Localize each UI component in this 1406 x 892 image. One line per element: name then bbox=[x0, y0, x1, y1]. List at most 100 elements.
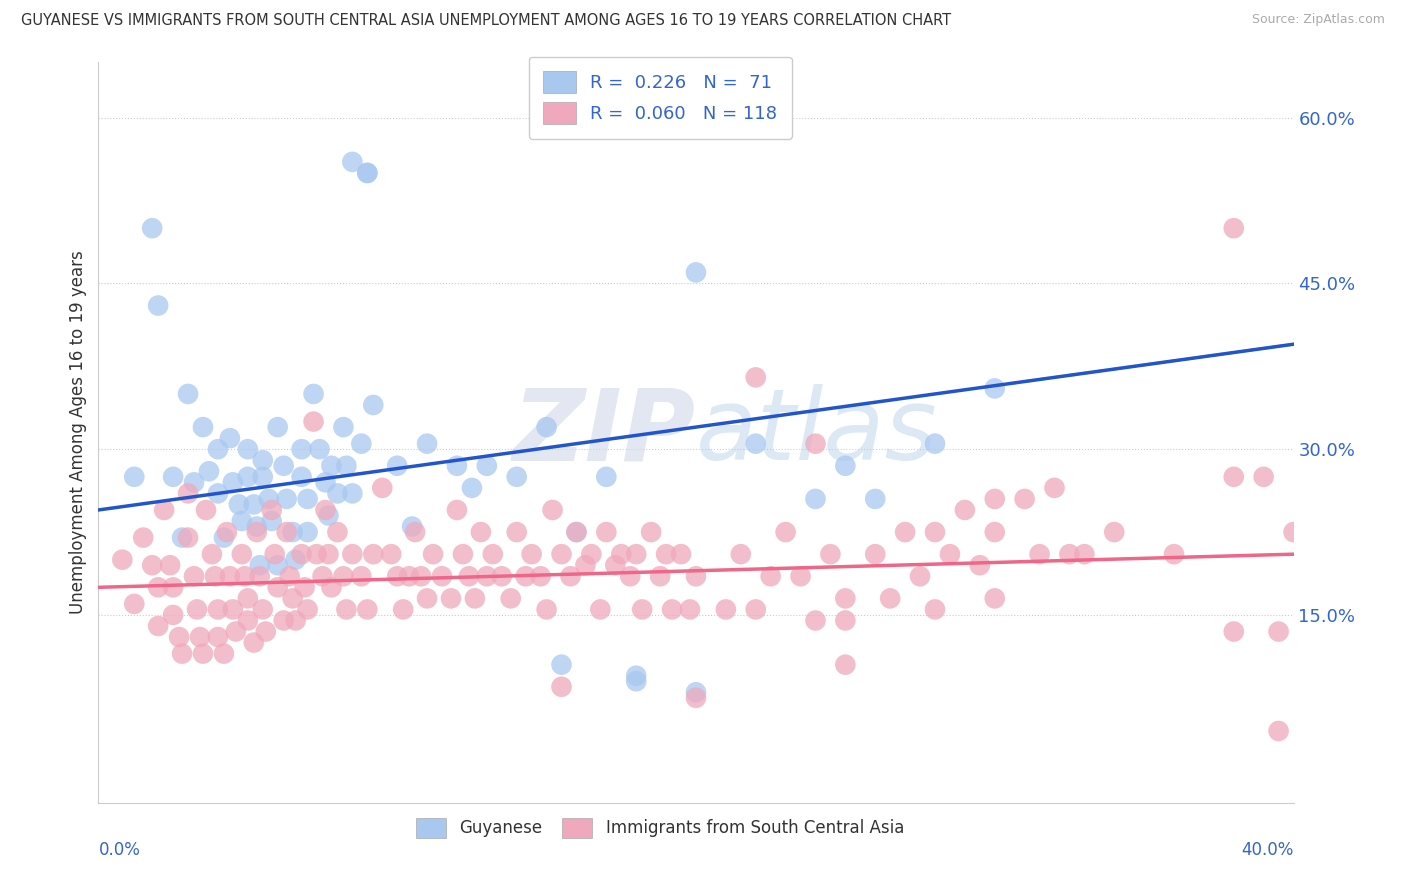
Point bbox=[371, 481, 394, 495]
Point bbox=[198, 464, 221, 478]
Point bbox=[536, 420, 558, 434]
Point bbox=[804, 436, 827, 450]
Point bbox=[215, 524, 238, 539]
Point bbox=[204, 569, 226, 583]
Point bbox=[685, 685, 707, 699]
Point bbox=[924, 602, 946, 616]
Point bbox=[953, 503, 976, 517]
Point bbox=[385, 458, 409, 473]
Point bbox=[404, 524, 426, 539]
Point bbox=[619, 569, 641, 583]
Point bbox=[924, 436, 946, 450]
Point bbox=[610, 547, 633, 561]
Point bbox=[243, 635, 266, 649]
Point bbox=[236, 442, 259, 457]
Point bbox=[506, 470, 529, 484]
Point bbox=[605, 558, 627, 573]
Point bbox=[162, 580, 184, 594]
Point bbox=[679, 602, 702, 616]
Point bbox=[188, 630, 211, 644]
Point bbox=[969, 558, 991, 573]
Point bbox=[315, 475, 337, 490]
Point bbox=[148, 580, 170, 594]
Point bbox=[284, 552, 307, 566]
Point bbox=[249, 569, 271, 583]
Point bbox=[276, 491, 298, 506]
Point bbox=[318, 508, 340, 523]
Point bbox=[263, 547, 285, 561]
Point bbox=[284, 614, 307, 628]
Point bbox=[775, 524, 797, 539]
Point bbox=[536, 602, 558, 616]
Point bbox=[1028, 547, 1050, 561]
Point bbox=[595, 524, 617, 539]
Point bbox=[470, 524, 492, 539]
Point bbox=[195, 503, 218, 517]
Point bbox=[291, 442, 314, 457]
Point bbox=[356, 166, 378, 180]
Point bbox=[834, 657, 856, 672]
Point bbox=[177, 531, 200, 545]
Point bbox=[1223, 470, 1246, 484]
Point bbox=[281, 591, 304, 606]
Point bbox=[219, 431, 242, 445]
Point bbox=[291, 547, 314, 561]
Point bbox=[335, 602, 357, 616]
Point bbox=[939, 547, 962, 561]
Point bbox=[228, 498, 250, 512]
Point bbox=[491, 569, 513, 583]
Text: ZIP: ZIP bbox=[513, 384, 696, 481]
Point bbox=[380, 547, 402, 561]
Point bbox=[385, 569, 409, 583]
Point bbox=[1043, 481, 1066, 495]
Point bbox=[260, 514, 283, 528]
Point bbox=[356, 166, 378, 180]
Point bbox=[834, 591, 856, 606]
Point bbox=[626, 669, 648, 683]
Point bbox=[148, 299, 170, 313]
Point bbox=[626, 547, 648, 561]
Point bbox=[879, 591, 901, 606]
Point bbox=[1104, 524, 1126, 539]
Point bbox=[574, 558, 596, 573]
Point bbox=[321, 580, 343, 594]
Point bbox=[745, 436, 768, 450]
Point bbox=[865, 491, 887, 506]
Point bbox=[392, 602, 415, 616]
Point bbox=[745, 370, 768, 384]
Point bbox=[745, 602, 768, 616]
Point bbox=[530, 569, 553, 583]
Point bbox=[446, 458, 468, 473]
Point bbox=[411, 569, 433, 583]
Point bbox=[246, 524, 269, 539]
Point bbox=[661, 602, 683, 616]
Point bbox=[294, 580, 316, 594]
Point bbox=[191, 647, 214, 661]
Point bbox=[834, 458, 856, 473]
Point bbox=[482, 547, 505, 561]
Point bbox=[475, 458, 498, 473]
Point bbox=[1163, 547, 1185, 561]
Point bbox=[297, 602, 319, 616]
Point bbox=[595, 470, 617, 484]
Point bbox=[207, 630, 229, 644]
Point bbox=[191, 420, 214, 434]
Point bbox=[515, 569, 537, 583]
Point bbox=[162, 607, 184, 622]
Point bbox=[820, 547, 842, 561]
Point bbox=[159, 558, 181, 573]
Point bbox=[305, 547, 328, 561]
Point bbox=[236, 470, 259, 484]
Point bbox=[315, 503, 337, 517]
Point bbox=[207, 602, 229, 616]
Point bbox=[631, 602, 654, 616]
Point bbox=[416, 436, 439, 450]
Point bbox=[1223, 221, 1246, 235]
Point bbox=[326, 524, 349, 539]
Point bbox=[581, 547, 603, 561]
Point bbox=[520, 547, 543, 561]
Point bbox=[451, 547, 474, 561]
Legend: Guyanese, Immigrants from South Central Asia: Guyanese, Immigrants from South Central … bbox=[408, 809, 912, 847]
Point bbox=[172, 531, 194, 545]
Point bbox=[243, 498, 266, 512]
